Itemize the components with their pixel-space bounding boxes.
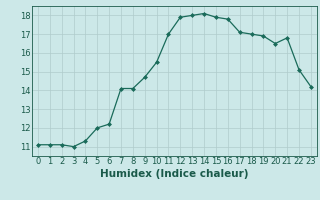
X-axis label: Humidex (Indice chaleur): Humidex (Indice chaleur) <box>100 169 249 179</box>
